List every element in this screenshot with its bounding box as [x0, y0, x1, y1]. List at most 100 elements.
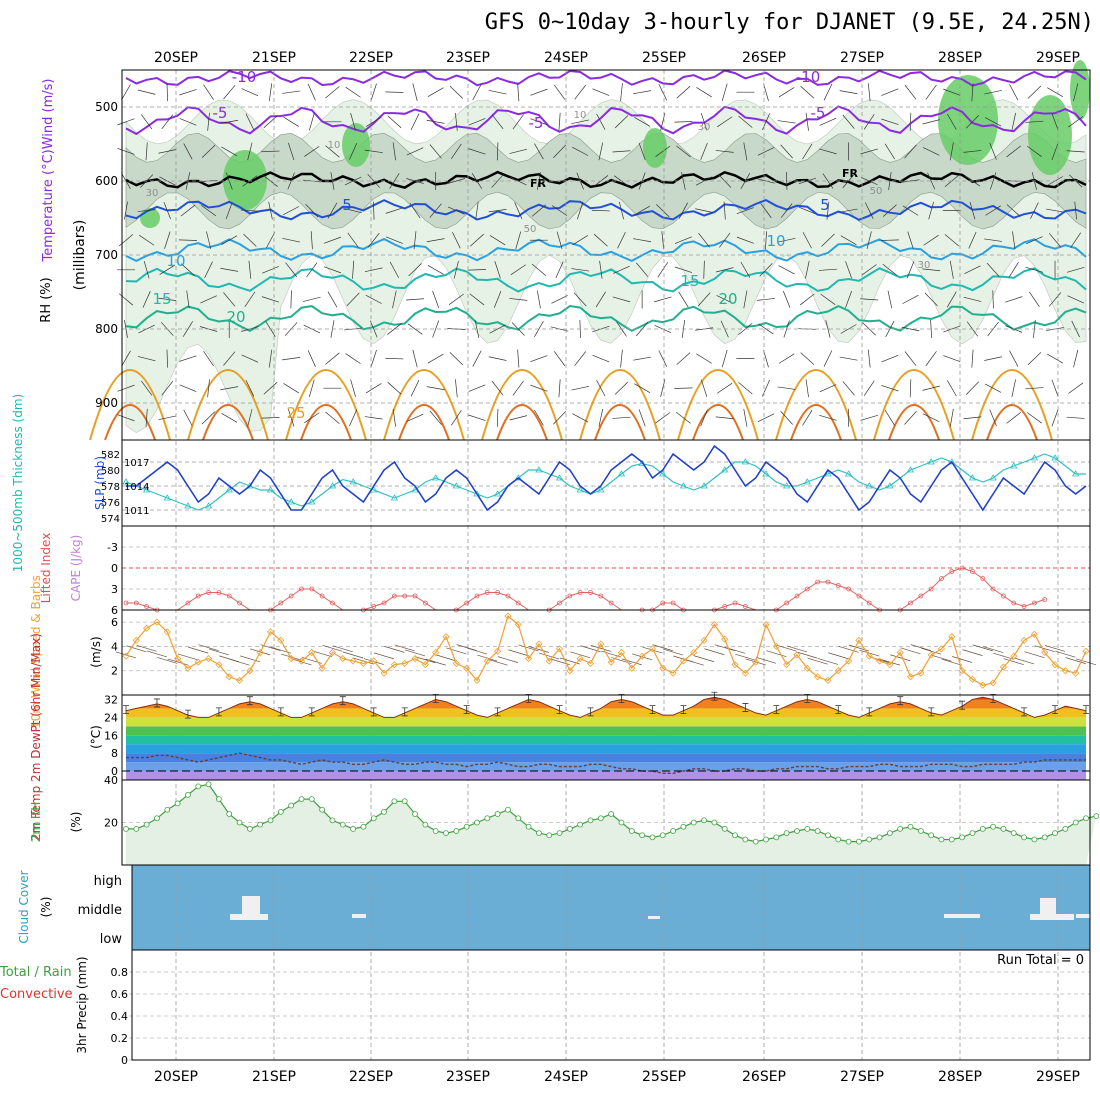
wind-barb: [308, 113, 315, 131]
surface-wind-barb: [1075, 658, 1097, 666]
thickness-marker: [679, 482, 688, 489]
wind-barb: [1030, 202, 1039, 219]
wind-barb: [1046, 208, 1064, 213]
wind-barb: [757, 413, 775, 423]
wind-barb: [906, 261, 915, 279]
rh2m-marker: [154, 815, 160, 822]
wind-barb: [743, 142, 748, 161]
wind-barb: [262, 266, 279, 274]
wind-speed-marker: [793, 651, 801, 659]
thickness-marker: [473, 490, 481, 497]
lifted-marker: [309, 586, 315, 592]
wind-barb: [598, 408, 604, 427]
rh2m-marker: [412, 811, 418, 817]
wind-barb: [488, 356, 507, 361]
wind-speed-marker: [1072, 669, 1080, 677]
wind-speed-line: [125, 615, 1087, 686]
lifted-marker: [402, 593, 408, 599]
wind-barb: [553, 84, 566, 100]
wind-barb: [427, 353, 444, 364]
wind-speed-marker: [865, 652, 873, 660]
wind-speed-marker: [576, 655, 584, 663]
wind-barb: [909, 112, 912, 131]
wind-barb: [475, 201, 479, 220]
wind-barb: [408, 263, 422, 277]
wind-barb: [963, 296, 982, 302]
surface-wind-barb: [177, 653, 199, 661]
wind-barb: [245, 379, 255, 397]
surface-wind-barb: [1034, 645, 1055, 652]
wind-barb: [634, 383, 651, 394]
lifted-marker: [577, 590, 583, 595]
wind-barb: [971, 83, 974, 102]
wind-barb: [455, 112, 458, 131]
bottom-date-label: 27SEP: [840, 1069, 884, 1085]
precip-tick-label: 0.4: [111, 1010, 129, 1023]
temp-tick-label: 8: [111, 747, 118, 760]
wind-barb: [698, 232, 710, 248]
wind-barb: [984, 356, 1002, 361]
rh2m-marker: [587, 817, 594, 824]
wind-barb: [373, 201, 375, 220]
wind-barb: [572, 146, 589, 156]
wind-barb: [927, 172, 936, 190]
wind-barb: [986, 262, 1000, 277]
isotherm-25-arc: [971, 369, 1053, 441]
temp-fill-group: [126, 697, 1086, 780]
wind-barb: [780, 144, 793, 159]
wind-speed-marker: [1041, 648, 1049, 657]
lifted-marker: [1031, 600, 1037, 606]
wind-barb: [268, 201, 273, 220]
wind-barb: [678, 291, 689, 308]
wind-barb: [799, 293, 815, 306]
wind-barb: [265, 232, 276, 249]
wind-barb: [1067, 295, 1085, 304]
wind-barb: [572, 235, 589, 246]
wind-barb: [530, 384, 548, 392]
isotherm-30-arc: [398, 404, 450, 441]
lifted-marker: [278, 600, 284, 606]
wind-barb: [863, 380, 875, 396]
rh2m-marker: [1000, 825, 1007, 832]
wind-barb: [263, 115, 278, 129]
wind-speed-marker: [607, 658, 615, 666]
surface-wind-barb: [797, 651, 818, 659]
lifted-marker: [216, 590, 222, 595]
wind-barb: [866, 231, 872, 250]
surface-wind-barb: [373, 652, 395, 660]
wind-barb: [364, 149, 383, 153]
surface-wind-barb: [570, 651, 591, 659]
wind-barb: [207, 112, 210, 131]
rh2m-marker: [639, 832, 646, 839]
wind-barb: [1009, 350, 1019, 367]
rh2m-marker: [1010, 830, 1017, 837]
top-date-label: 28SEP: [938, 50, 982, 66]
wind-barb: [367, 232, 380, 248]
temp-line: [125, 696, 1087, 718]
wind-barb: [655, 145, 671, 157]
wind-barb: [468, 148, 486, 155]
surface-wind-barb: [982, 646, 1004, 653]
wind-barb: [798, 177, 816, 185]
rh-green-patch: [643, 128, 667, 168]
wind-barb: [654, 296, 672, 303]
wind-speed-marker: [163, 628, 171, 636]
temp-minmax-bar: [308, 707, 315, 717]
bottom-date-label: 22SEP: [349, 1069, 393, 1085]
rh2m-marker: [308, 796, 315, 803]
wind-barb: [696, 87, 712, 98]
wind-barb: [304, 412, 320, 424]
wind-barb: [385, 91, 404, 93]
wind-barb: [819, 414, 837, 421]
wind-barb: [345, 86, 361, 98]
wind-barb: [888, 172, 892, 190]
wind-barb: [881, 118, 899, 125]
lifted-marker: [144, 604, 150, 609]
lifted-marker: [588, 590, 593, 595]
wind-barb: [447, 206, 465, 215]
rh2m-marker: [618, 819, 625, 826]
wind-speed-marker: [277, 636, 285, 644]
wind-speed-marker: [803, 664, 811, 672]
lifted-marker: [288, 593, 294, 599]
wind-barb: [468, 414, 486, 421]
